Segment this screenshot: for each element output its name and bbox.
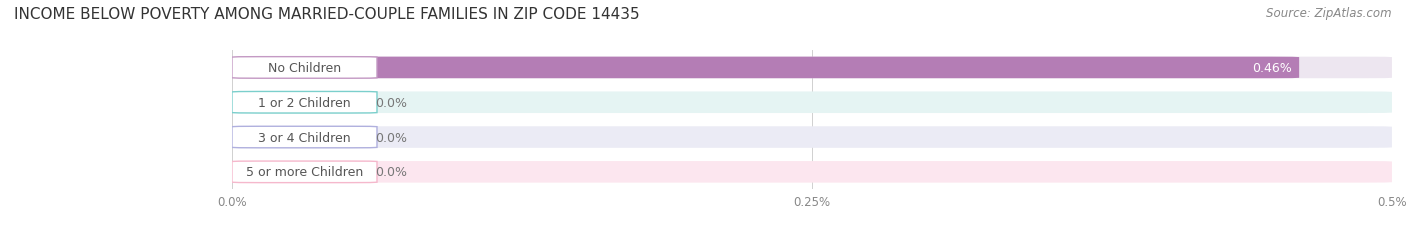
FancyBboxPatch shape: [232, 161, 1392, 183]
Text: 0.0%: 0.0%: [374, 131, 406, 144]
FancyBboxPatch shape: [232, 92, 1392, 113]
FancyBboxPatch shape: [232, 127, 1392, 148]
Text: 1 or 2 Children: 1 or 2 Children: [259, 96, 352, 109]
Text: 3 or 4 Children: 3 or 4 Children: [259, 131, 352, 144]
FancyBboxPatch shape: [232, 127, 377, 148]
FancyBboxPatch shape: [232, 92, 366, 113]
FancyBboxPatch shape: [232, 57, 1299, 79]
FancyBboxPatch shape: [232, 161, 377, 183]
FancyBboxPatch shape: [232, 161, 366, 183]
Text: Source: ZipAtlas.com: Source: ZipAtlas.com: [1267, 7, 1392, 20]
FancyBboxPatch shape: [232, 92, 377, 113]
Text: 0.46%: 0.46%: [1253, 62, 1292, 75]
Text: 5 or more Children: 5 or more Children: [246, 166, 363, 179]
Text: No Children: No Children: [269, 62, 342, 75]
Text: 0.0%: 0.0%: [374, 166, 406, 179]
FancyBboxPatch shape: [232, 57, 1392, 79]
Text: INCOME BELOW POVERTY AMONG MARRIED-COUPLE FAMILIES IN ZIP CODE 14435: INCOME BELOW POVERTY AMONG MARRIED-COUPL…: [14, 7, 640, 22]
FancyBboxPatch shape: [232, 127, 366, 148]
Text: 0.0%: 0.0%: [374, 96, 406, 109]
FancyBboxPatch shape: [232, 57, 377, 79]
